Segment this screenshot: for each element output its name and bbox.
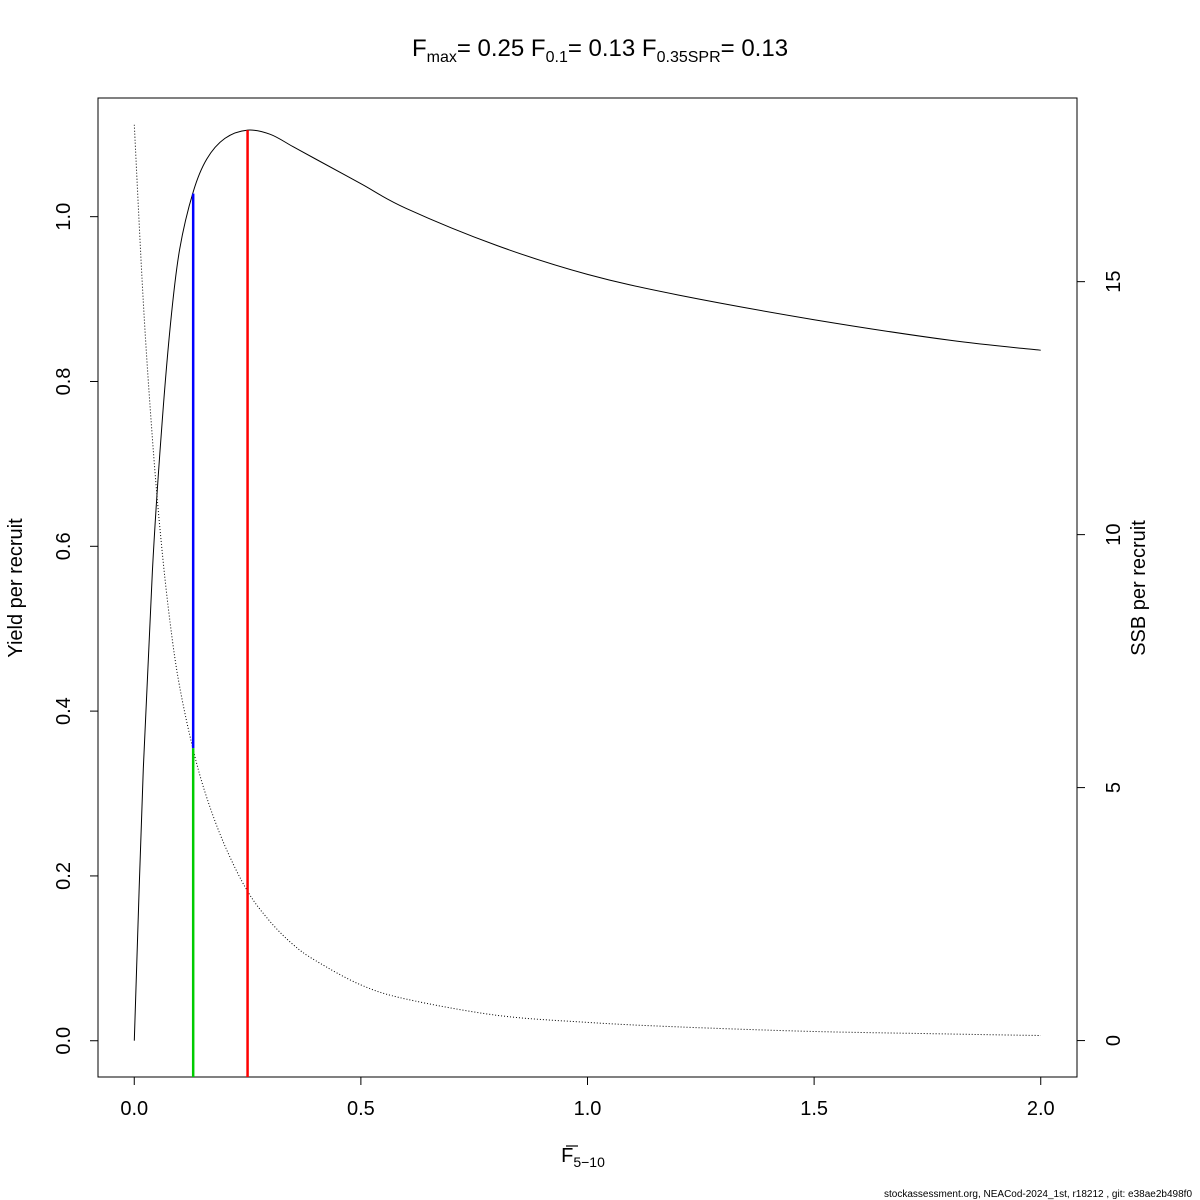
y-right-tick-label: 15 (1103, 271, 1125, 293)
y-right-tick-label: 10 (1103, 524, 1125, 546)
y-left-tick-label: 0.6 (53, 532, 75, 560)
ssb-per-recruit-line (133, 124, 1041, 1036)
chart-title: Fmax= 0.25 F0.1= 0.13 F0.35SPR= 0.13 (412, 35, 788, 66)
y-right-tick-label: 5 (1103, 782, 1125, 793)
x-tick-label: 1.5 (800, 1098, 828, 1120)
reference-lines (191, 130, 249, 1077)
y-left-tick-label: 0.0 (53, 1027, 75, 1055)
yield-per-recruit-line (133, 129, 1041, 1041)
y-axis-left-title: Yield per recruit (5, 518, 27, 658)
y-axis-right-title: SSB per recruit (1128, 520, 1150, 656)
footer-text: stockassessment.org, NEACod-2024_1st, r1… (884, 1189, 1192, 1200)
y-left-tick-label: 1.0 (53, 203, 75, 231)
x-tick-label: 2.0 (1027, 1098, 1055, 1120)
plot-frame (97, 97, 1078, 1078)
y-left-tick-label: 0.8 (53, 368, 75, 396)
x-axis: 0.0 0.5 1.0 1.5 2.0 (120, 1076, 1055, 1120)
series-layer (133, 124, 1041, 1041)
y-left-tick-label: 0.4 (53, 697, 75, 725)
y-right-tick-label: 0 (1103, 1035, 1125, 1046)
x-tick-label: 0.0 (120, 1098, 148, 1120)
y-left-tick-label: 0.2 (53, 862, 75, 890)
y-axis-left: 0.0 0.2 0.4 0.6 0.8 1.0 (53, 203, 98, 1055)
x-tick-label: 0.5 (347, 1098, 375, 1120)
x-axis-title: F5−10 (561, 1145, 605, 1170)
y-axis-right: 0 5 10 15 (1077, 271, 1125, 1046)
x-tick-label: 1.0 (574, 1098, 602, 1120)
